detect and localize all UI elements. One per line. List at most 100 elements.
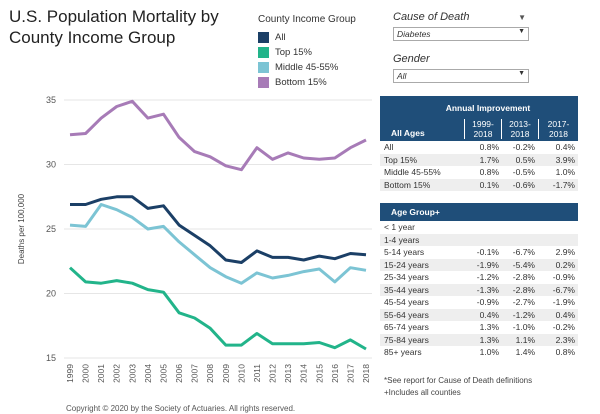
row-value: -1.2% <box>512 309 535 320</box>
row-value: -1.2% <box>476 272 499 283</box>
row-value: -1.7% <box>552 179 575 190</box>
y-tick-label: 20 <box>46 289 56 299</box>
cause-of-death-value: Diabetes <box>397 29 431 39</box>
row-value: 2.3% <box>555 334 575 345</box>
legend-title: County Income Group <box>258 14 356 25</box>
row-value: 0.8% <box>479 142 499 153</box>
improvement-column-header: 1999-2018 <box>464 119 501 139</box>
table-row: 85+ years 1.0% 1.4% 0.8% <box>380 346 578 359</box>
y-tick-label: 35 <box>46 95 56 105</box>
row-value: -6.7% <box>512 247 535 258</box>
row-value: 1.3% <box>479 334 499 345</box>
x-tick-label: 2005 <box>158 364 168 383</box>
row-value: 1.0% <box>479 347 499 358</box>
row-value: 0.4% <box>555 309 575 320</box>
row-value: -5.4% <box>512 259 535 270</box>
row-value: 0.4% <box>479 309 499 320</box>
age-group-table: Age Group+ < 1 year 1-4 years 5-14 years -0… <box>380 203 578 359</box>
x-tick-label: 2003 <box>127 364 137 383</box>
table-row: 75-84 years 1.3% 1.1% 2.3% <box>380 333 578 346</box>
gender-label: Gender <box>393 53 430 65</box>
age-group-header: Age Group+ <box>380 203 578 221</box>
x-tick-label: 2018 <box>361 364 371 383</box>
table-row: Top 15% 1.7% 0.5% 3.9% <box>380 153 578 166</box>
table-row: All 0.8% -0.2% 0.4% <box>380 141 578 154</box>
improvement-column-header: 2017-2018 <box>538 119 578 139</box>
legend-label: Middle 45-55% <box>275 62 339 73</box>
gender-filter: Gender All ▼ <box>393 53 529 83</box>
row-value: -2.8% <box>512 272 535 283</box>
legend-item[interactable]: Middle 45-55% <box>258 60 378 75</box>
copyright: Copyright © 2020 by the Society of Actua… <box>66 404 296 413</box>
age-group-title: Age Group+ <box>391 207 440 217</box>
row-value: -0.9% <box>552 272 575 283</box>
cause-of-death-select[interactable]: Diabetes ▼ <box>393 27 529 41</box>
row-label: 5-14 years <box>384 247 425 258</box>
row-label: 85+ years <box>384 347 422 358</box>
row-label: Bottom 15% <box>384 179 431 190</box>
x-tick-label: 2011 <box>252 364 262 383</box>
row-value: -0.2% <box>552 322 575 333</box>
x-tick-label: 2001 <box>96 364 106 383</box>
row-value: -0.5% <box>512 167 535 178</box>
row-value: 3.9% <box>555 154 575 165</box>
row-value: 1.4% <box>515 347 535 358</box>
row-value: 0.8% <box>555 347 575 358</box>
row-value: 0.5% <box>515 154 535 165</box>
y-tick-label: 25 <box>46 224 56 234</box>
row-label: 35-44 years <box>384 284 429 295</box>
y-tick-label: 15 <box>46 353 56 363</box>
table-row: 55-64 years 0.4% -1.2% 0.4% <box>380 308 578 321</box>
row-value: -0.6% <box>512 179 535 190</box>
row-value: 1.0% <box>555 167 575 178</box>
row-label: 55-64 years <box>384 309 429 320</box>
row-value: 1.3% <box>479 322 499 333</box>
row-value: -2.8% <box>512 284 535 295</box>
legend-label: Top 15% <box>275 47 312 58</box>
y-tick-label: 30 <box>46 160 56 170</box>
x-tick-label: 2010 <box>236 364 246 383</box>
legend-item[interactable]: Top 15% <box>258 45 378 60</box>
row-label: Top 15% <box>384 154 418 165</box>
row-value: 0.4% <box>555 142 575 153</box>
improvement-column-header: 2013-2018 <box>501 119 538 139</box>
all-ages-label: All Ages <box>391 128 425 138</box>
row-value: -1.9% <box>476 259 499 270</box>
x-tick-label: 2013 <box>283 364 293 383</box>
row-label: < 1 year <box>384 222 415 233</box>
footnote-cause: *See report for Cause of Death definitio… <box>384 376 533 385</box>
legend-swatch <box>258 47 269 58</box>
footnote-counties: +Includes all counties <box>384 388 461 397</box>
row-value: -1.3% <box>476 284 499 295</box>
gender-select[interactable]: All ▼ <box>393 69 529 83</box>
cause-of-death-label: Cause of Death <box>393 11 470 23</box>
row-label: 45-54 years <box>384 297 429 308</box>
table-row: Bottom 15% 0.1% -0.6% -1.7% <box>380 178 578 191</box>
row-value: 2.9% <box>555 247 575 258</box>
legend-label: All <box>275 32 286 43</box>
row-label: 65-74 years <box>384 322 429 333</box>
series-line-all <box>70 195 367 264</box>
legend-item[interactable]: Bottom 15% <box>258 75 378 90</box>
table-row: Middle 45-55% 0.8% -0.5% 1.0% <box>380 166 578 179</box>
row-label: Middle 45-55% <box>384 167 441 178</box>
legend-item[interactable]: All <box>258 30 378 45</box>
legend-swatch <box>258 62 269 73</box>
filter-menu-icon[interactable]: ▼ <box>518 13 526 22</box>
row-value: -0.9% <box>476 297 499 308</box>
x-tick-label: 2004 <box>143 364 153 383</box>
x-tick-label: 2000 <box>81 364 91 383</box>
x-tick-label: 1999 <box>65 364 75 383</box>
series-line-top-15- <box>68 266 367 351</box>
row-value: -1.0% <box>512 322 535 333</box>
row-value: 0.1% <box>479 179 499 190</box>
row-label: 1-4 years <box>384 234 420 245</box>
row-label: 25-34 years <box>384 272 429 283</box>
x-tick-label: 2006 <box>174 364 184 383</box>
cause-of-death-filter: Cause of Death ▼ Diabetes ▼ <box>393 11 529 41</box>
chart-title: U.S. Population Mortality by County Inco… <box>9 7 219 47</box>
x-tick-label: 2002 <box>112 364 122 383</box>
series-line-middle-45-55- <box>69 203 367 285</box>
row-value: -1.9% <box>552 297 575 308</box>
improvement-table-header: Annual Improvement All Ages 1999-2018 201… <box>380 96 578 141</box>
